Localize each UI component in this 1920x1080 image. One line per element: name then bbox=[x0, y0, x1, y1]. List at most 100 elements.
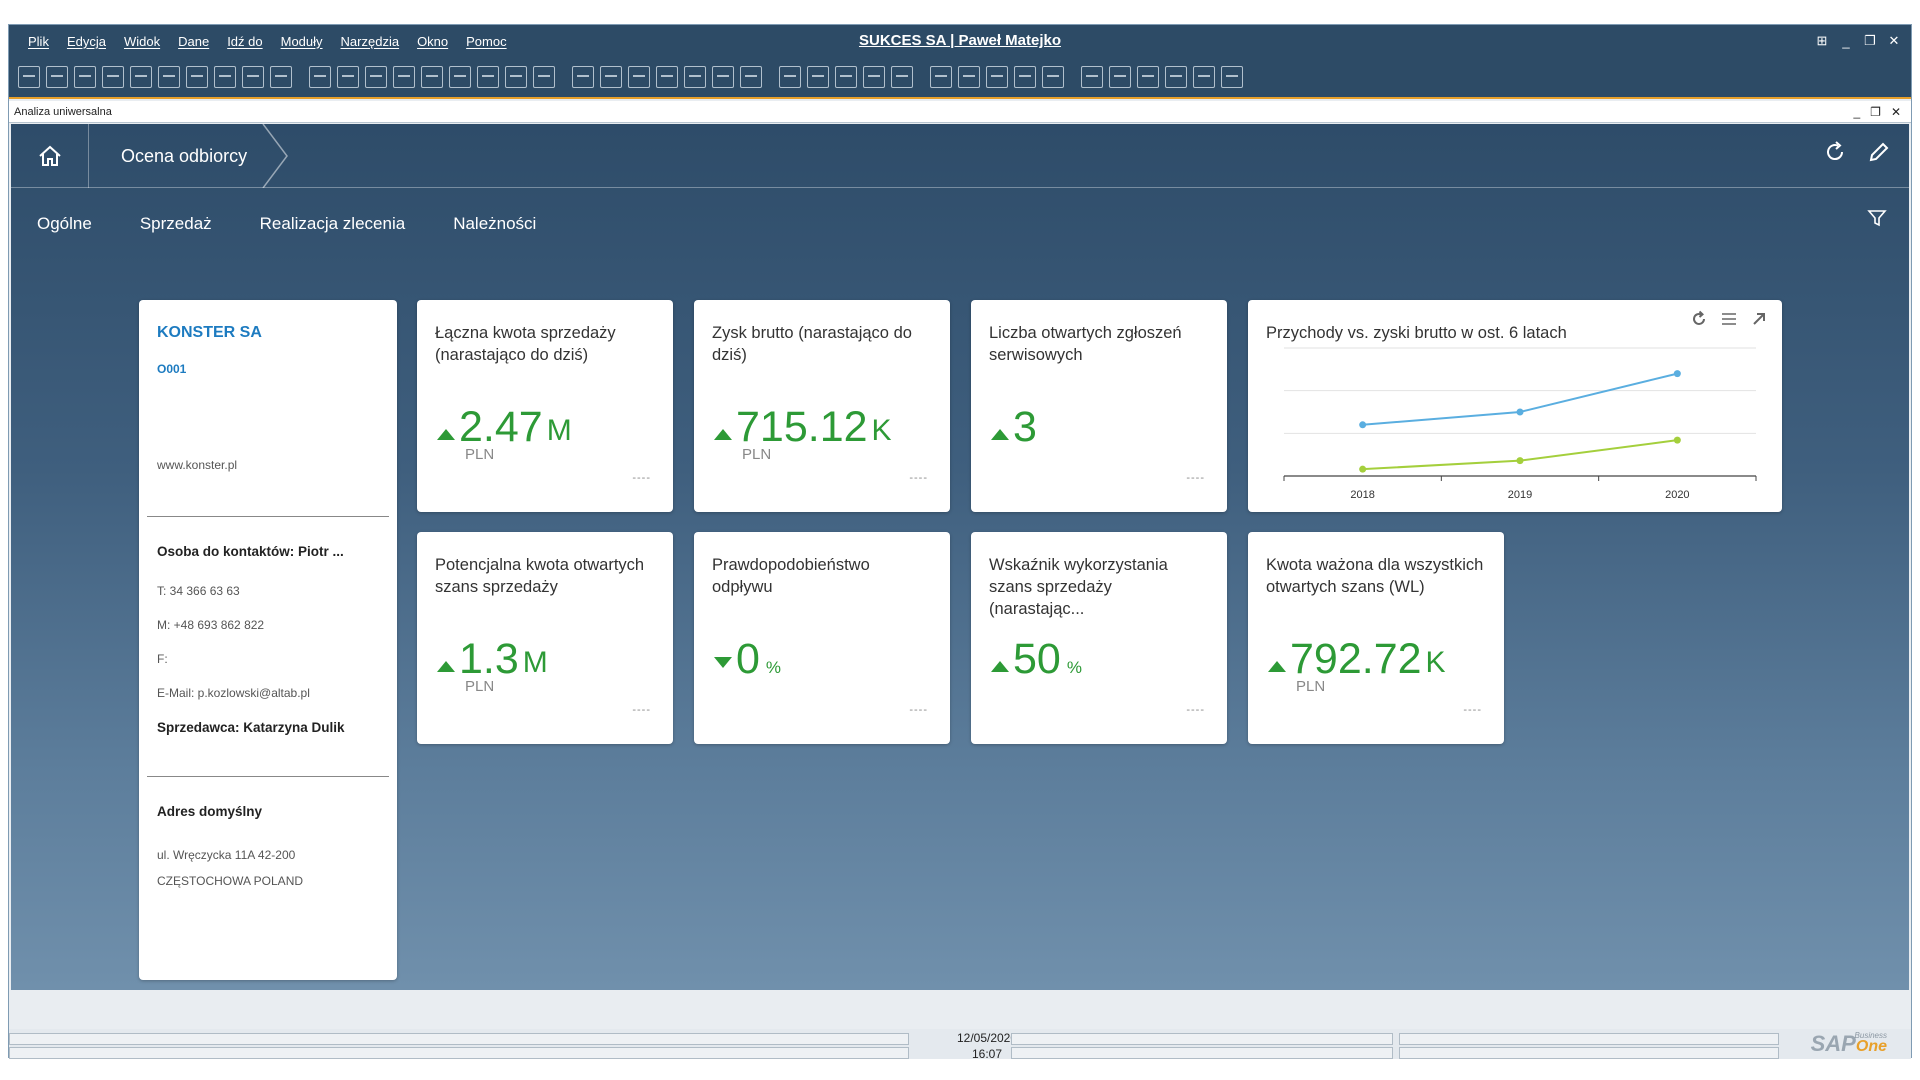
gross-profit-icon[interactable] bbox=[656, 66, 678, 88]
web-icon[interactable] bbox=[1193, 66, 1215, 88]
tab-general[interactable]: Ogólne bbox=[37, 214, 92, 233]
subwindow-minimize-button[interactable]: _ bbox=[1853, 105, 1861, 119]
chart-refresh-icon[interactable] bbox=[1690, 310, 1708, 328]
message-icon[interactable] bbox=[863, 66, 885, 88]
data-point[interactable] bbox=[1359, 465, 1367, 473]
menu-window[interactable]: Okno bbox=[417, 33, 449, 49]
users-icon[interactable] bbox=[1014, 66, 1036, 88]
sms-icon[interactable] bbox=[130, 66, 152, 88]
subwindow-title-bar: Analiza uniwersalna _ ❐ ✕ bbox=[9, 101, 1911, 123]
trend-up-icon bbox=[991, 661, 1009, 672]
kpi-title: Zysk brutto (narastająco do dziś) bbox=[712, 324, 912, 364]
filter-icon[interactable] bbox=[1867, 208, 1887, 228]
kpi-tile-weighted-amount[interactable]: Kwota ważona dla wszystkich otwartych sz… bbox=[1248, 532, 1504, 744]
kpi-tile-opportunity-rate[interactable]: Wskaźnik wykorzystania szans sprzedaży (… bbox=[971, 532, 1227, 744]
kpi-unit: % bbox=[1066, 658, 1082, 677]
find-icon[interactable] bbox=[18, 66, 40, 88]
menu-tools[interactable]: Narzędzia bbox=[340, 33, 400, 49]
layout-designer-icon[interactable] bbox=[1109, 66, 1131, 88]
kpi-unit: M bbox=[546, 414, 572, 447]
kpi-value: 1.3 M bbox=[437, 636, 548, 682]
checklist-icon[interactable] bbox=[1165, 66, 1187, 88]
edit-icon[interactable] bbox=[779, 66, 801, 88]
balance-icon[interactable] bbox=[684, 66, 706, 88]
menu-data[interactable]: Dane bbox=[178, 33, 210, 49]
alerts-icon[interactable] bbox=[891, 66, 913, 88]
calendar-icon[interactable] bbox=[986, 66, 1008, 88]
help-icon[interactable] bbox=[1221, 66, 1243, 88]
kpi-tile-potential-amount[interactable]: Potencjalna kwota otwartych szans sprzed… bbox=[417, 532, 673, 744]
layout-icon[interactable]: ⊞ bbox=[1816, 33, 1828, 48]
base-document-icon[interactable] bbox=[572, 66, 594, 88]
salesperson: Sprzedawca: Katarzyna Dulik bbox=[157, 720, 345, 735]
form-settings-icon[interactable] bbox=[270, 66, 292, 88]
email-icon[interactable] bbox=[102, 66, 124, 88]
report-icon[interactable] bbox=[958, 66, 980, 88]
user-icon[interactable] bbox=[1042, 66, 1064, 88]
word-icon[interactable] bbox=[186, 66, 208, 88]
edit-pencil-icon[interactable] bbox=[1867, 140, 1891, 164]
print-icon[interactable] bbox=[46, 66, 68, 88]
target-document-icon[interactable] bbox=[600, 66, 622, 88]
next-record-icon[interactable] bbox=[421, 66, 443, 88]
shell-bar: Ocena odbiorcy bbox=[11, 124, 1909, 188]
menu-file[interactable]: Plik bbox=[28, 33, 49, 49]
tab-order-fulfillment[interactable]: Realizacja zlecenia bbox=[259, 214, 406, 233]
move-icon[interactable] bbox=[242, 66, 264, 88]
kpi-tile-churn-probability[interactable]: Prawdopodobieństwo odpływu 0% ---- bbox=[694, 532, 950, 744]
menu-view[interactable]: Widok bbox=[123, 33, 161, 49]
pdf-icon[interactable] bbox=[214, 66, 236, 88]
calculator-icon[interactable] bbox=[930, 66, 952, 88]
data-point[interactable] bbox=[1673, 370, 1681, 378]
kpi-footer: ---- bbox=[909, 472, 928, 484]
close-button[interactable]: ✕ bbox=[1888, 33, 1900, 48]
subwindow-restore-button[interactable]: ❐ bbox=[1870, 105, 1881, 119]
customer-website[interactable]: www.konster.pl bbox=[157, 458, 238, 472]
settings-icon[interactable] bbox=[807, 66, 829, 88]
menu-modules[interactable]: Moduły bbox=[280, 33, 323, 49]
add-icon[interactable] bbox=[337, 66, 359, 88]
subwindow-close-button[interactable]: ✕ bbox=[1890, 105, 1901, 119]
status-field bbox=[1399, 1033, 1779, 1045]
refresh-window-icon[interactable] bbox=[1081, 66, 1103, 88]
approve-icon[interactable] bbox=[835, 66, 857, 88]
first-record-icon[interactable] bbox=[365, 66, 387, 88]
menu-help[interactable]: Pomoc bbox=[466, 33, 507, 49]
filter-table-icon[interactable] bbox=[505, 66, 527, 88]
payment-icon[interactable] bbox=[628, 66, 650, 88]
swap-icon[interactable] bbox=[477, 66, 499, 88]
logo-business: Business bbox=[1854, 1031, 1887, 1040]
customer-code[interactable]: O001 bbox=[157, 362, 187, 376]
last-record-icon[interactable] bbox=[449, 66, 471, 88]
lock-icon[interactable] bbox=[309, 66, 331, 88]
kpi-currency: PLN bbox=[465, 678, 495, 695]
export-icon[interactable] bbox=[1137, 66, 1159, 88]
print-preview-icon[interactable] bbox=[74, 66, 96, 88]
volume-weight-icon[interactable] bbox=[712, 66, 734, 88]
home-button[interactable] bbox=[11, 124, 89, 188]
chart-expand-icon[interactable] bbox=[1750, 310, 1768, 328]
tab-sales[interactable]: Sprzedaż bbox=[139, 214, 212, 233]
restore-button[interactable]: ❐ bbox=[1864, 33, 1876, 48]
journal-icon[interactable] bbox=[740, 66, 762, 88]
kpi-tile-service-calls[interactable]: Liczba otwartych zgłoszeń serwisowych 3 … bbox=[971, 300, 1227, 512]
window-controls: ⊞ _ ❐ ✕ bbox=[1815, 25, 1901, 57]
menu-goto[interactable]: Idź do bbox=[227, 33, 263, 49]
kpi-number: 0 bbox=[736, 635, 760, 683]
previous-record-icon[interactable] bbox=[393, 66, 415, 88]
refresh-icon[interactable] bbox=[1823, 140, 1847, 164]
excel-icon[interactable] bbox=[158, 66, 180, 88]
customer-email[interactable]: E-Mail: p.kozlowski@altab.pl bbox=[157, 686, 310, 700]
data-point[interactable] bbox=[1516, 457, 1524, 465]
menu-edit[interactable]: Edycja bbox=[66, 33, 106, 49]
data-point[interactable] bbox=[1516, 408, 1524, 416]
kpi-tile-gross-profit[interactable]: Zysk brutto (narastająco do dziś) 715.12… bbox=[694, 300, 950, 512]
kpi-currency: PLN bbox=[1296, 678, 1326, 695]
data-point[interactable] bbox=[1673, 436, 1681, 444]
tab-receivables[interactable]: Należności bbox=[453, 214, 537, 233]
sort-icon[interactable] bbox=[533, 66, 555, 88]
minimize-button[interactable]: _ bbox=[1842, 33, 1850, 49]
kpi-tile-total-sales[interactable]: Łączna kwota sprzedaży (narastająco do d… bbox=[417, 300, 673, 512]
chart-list-icon[interactable] bbox=[1720, 310, 1738, 328]
data-point[interactable] bbox=[1359, 421, 1367, 429]
